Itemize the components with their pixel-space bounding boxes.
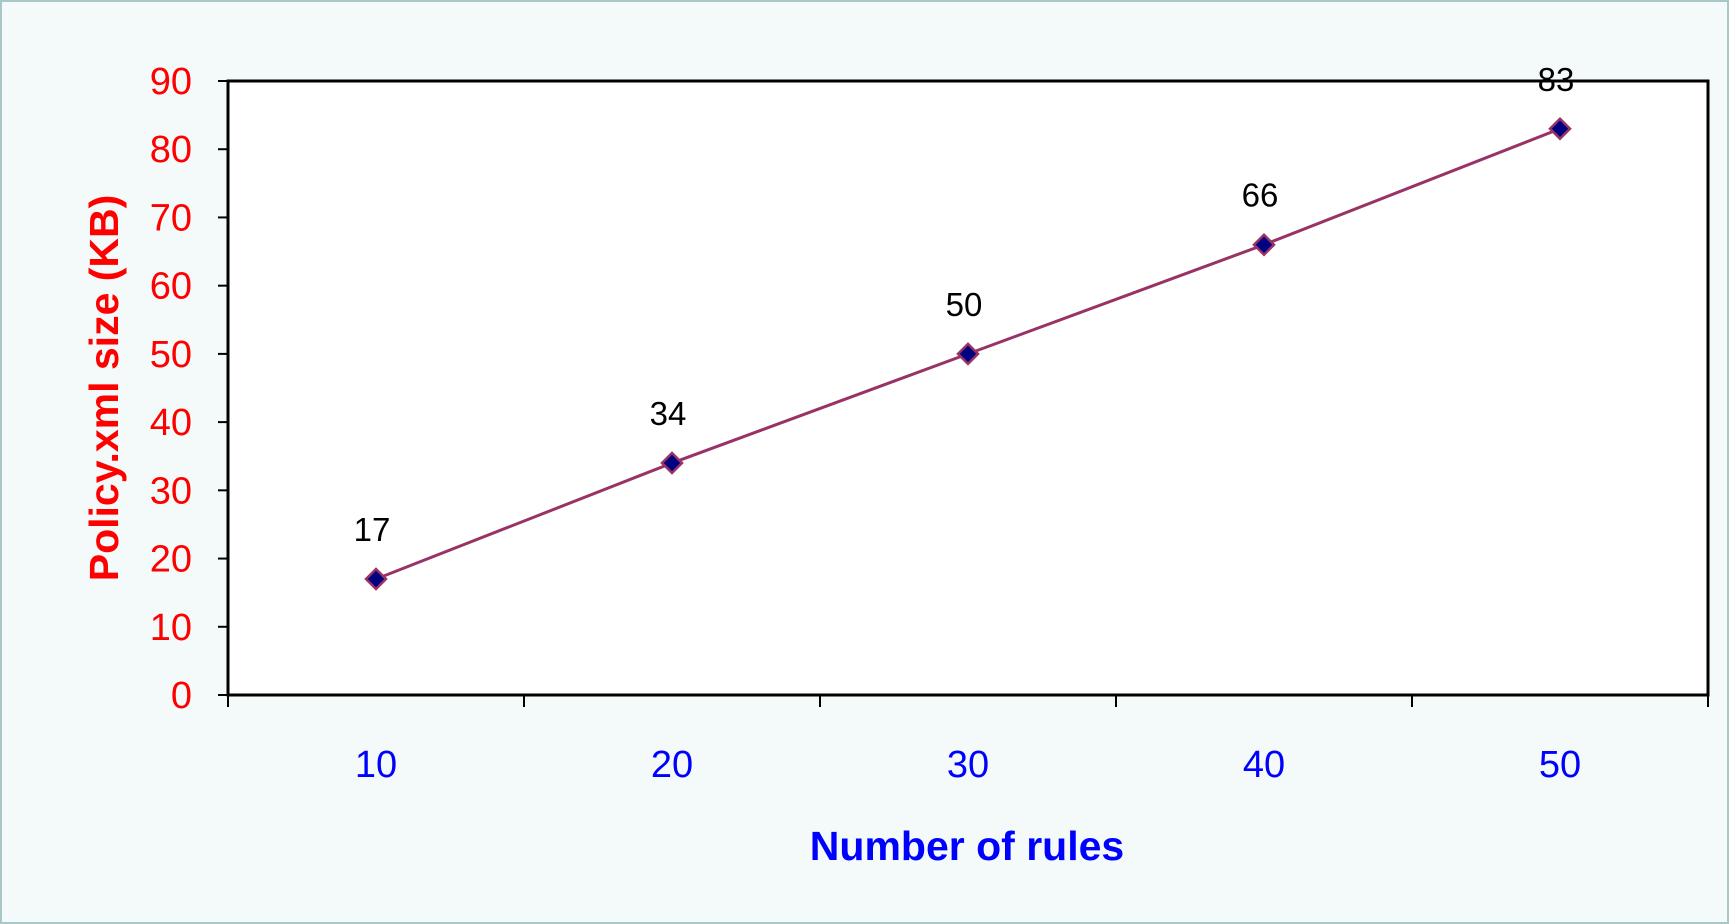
x-tick-label: 40 xyxy=(1243,744,1285,786)
data-point-marker xyxy=(956,342,980,366)
y-tick-label: 80 xyxy=(150,129,192,171)
data-point-marker xyxy=(660,451,684,475)
x-tick-label: 50 xyxy=(1539,744,1581,786)
data-label: 50 xyxy=(946,286,983,323)
y-tick-label: 20 xyxy=(150,539,192,581)
x-tick-label: 30 xyxy=(947,744,989,786)
y-tick-label: 70 xyxy=(150,197,192,239)
y-tick-label: 10 xyxy=(150,607,192,649)
data-point-marker xyxy=(364,567,388,591)
x-tick-label: 10 xyxy=(355,744,397,786)
y-tick-label: 30 xyxy=(150,470,192,512)
y-tick-label: 90 xyxy=(150,61,192,103)
x-tick-label: 20 xyxy=(651,744,693,786)
series-group: 17 34 50 66 83 xyxy=(354,61,1575,591)
data-label: 17 xyxy=(354,511,391,548)
y-tick-label: 0 xyxy=(171,675,192,717)
y-tick-label: 40 xyxy=(150,402,192,444)
data-label: 66 xyxy=(1242,177,1279,214)
data-label: 83 xyxy=(1538,61,1575,98)
data-point-marker xyxy=(1252,232,1276,257)
y-axis-title: Policy.xml size (KB) xyxy=(81,195,127,582)
plot-area xyxy=(226,79,1710,697)
x-axis-ticks: 10 20 30 40 50 xyxy=(227,695,1709,786)
plot-area-border xyxy=(226,79,1710,697)
y-axis-ticks: 0 10 20 30 40 50 60 70 80 90 xyxy=(150,61,228,717)
y-tick-label: 50 xyxy=(150,334,192,376)
data-point-marker xyxy=(1548,116,1572,141)
data-label: 34 xyxy=(650,395,687,432)
y-tick-label: 60 xyxy=(150,266,192,308)
x-axis-title: Number of rules xyxy=(810,823,1124,869)
